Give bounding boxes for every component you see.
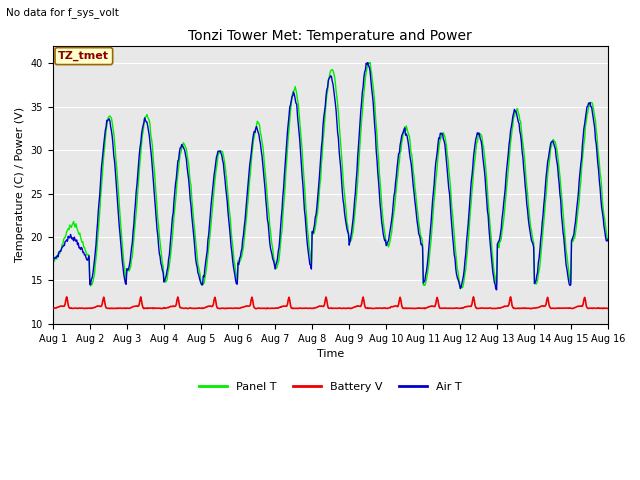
Battery V [414,305,422,311]
Text: No data for f_sys_volt: No data for f_sys_volt [6,7,119,18]
Battery V [470,294,477,300]
Air T [493,287,500,293]
Line: Air T: Air T [52,63,608,290]
Panel T [456,286,464,292]
Battery V [398,302,406,308]
Line: Battery V: Battery V [52,297,608,309]
Battery V [527,306,534,312]
Battery V [59,303,67,309]
Panel T [59,241,67,247]
Panel T [49,258,56,264]
Battery V [202,304,209,310]
Air T [59,244,67,250]
Line: Panel T: Panel T [52,62,608,289]
Title: Tonzi Tower Met: Temperature and Power: Tonzi Tower Met: Temperature and Power [188,29,472,43]
Air T [604,237,612,242]
Air T [415,231,422,237]
Panel T [604,238,612,243]
Air T [202,259,209,265]
Battery V [49,306,56,312]
Battery V [604,306,612,312]
Panel T [172,189,180,195]
Panel T [366,60,374,65]
X-axis label: Time: Time [317,349,344,359]
Air T [364,60,372,66]
Panel T [415,220,422,226]
Panel T [399,136,406,142]
Air T [116,230,124,236]
Legend: Panel T, Battery V, Air T: Panel T, Battery V, Air T [195,377,466,396]
Y-axis label: Temperature (C) / Power (V): Temperature (C) / Power (V) [15,108,25,263]
Battery V [116,305,124,311]
Air T [399,131,406,137]
Text: TZ_tmet: TZ_tmet [58,51,109,61]
Air T [49,253,56,259]
Panel T [202,271,209,277]
Panel T [116,212,124,217]
Battery V [172,301,180,307]
Air T [172,176,180,181]
